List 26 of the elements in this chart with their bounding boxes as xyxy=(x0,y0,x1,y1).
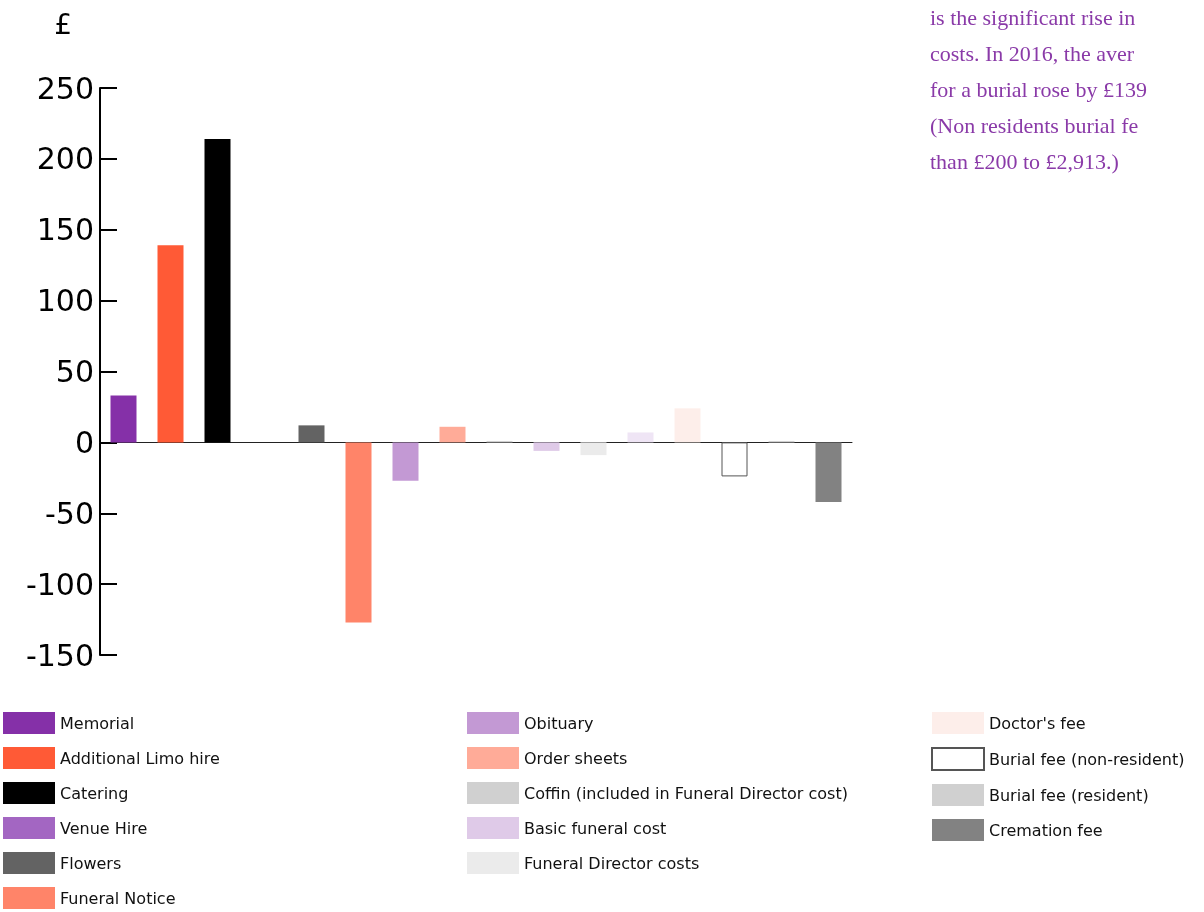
legend-label: Cremation fee xyxy=(989,820,1103,840)
legend-label: Order sheets xyxy=(524,748,628,768)
legend-label: Flowers xyxy=(60,853,122,873)
legend-label: Memorial xyxy=(60,713,135,733)
legend-label: Basic funeral cost xyxy=(524,818,667,838)
y-tick-label: 100 xyxy=(36,283,94,319)
legend-label: Funeral Director costs xyxy=(524,853,700,873)
y-tick-label: 0 xyxy=(74,424,94,460)
y-tick-label: 200 xyxy=(36,141,94,177)
legend-label: Doctor's fee xyxy=(989,713,1086,733)
text: is the significant rise in costs. In 2016, the aver for a burial rose by £139 (Non residents burial fe than £200 to £2,913.) xyxy=(930,4,1148,176)
y-tick-label: -150 xyxy=(25,637,94,673)
legend-label: Coffin (included in Funeral Director cost) xyxy=(524,783,848,803)
legend-label: Burial fee (non-resident) xyxy=(989,749,1185,769)
legend-label: Burial fee (resident) xyxy=(989,785,1149,805)
y-tick-label: 250 xyxy=(36,70,94,106)
y-tick-label: 50 xyxy=(55,354,94,389)
legend-label: Catering xyxy=(60,783,129,803)
y-axis-title: £ xyxy=(54,7,72,41)
legend-label: Funeral Notice xyxy=(60,888,176,908)
y-tick-label: 150 xyxy=(36,212,94,248)
legend-label: Venue Hire xyxy=(60,818,148,838)
y-tick-label: -100 xyxy=(25,566,94,602)
legend-label: Additional Limo hire xyxy=(60,748,220,768)
y-tick-label: -50 xyxy=(45,495,94,531)
legend-label: Obituary xyxy=(524,713,594,733)
